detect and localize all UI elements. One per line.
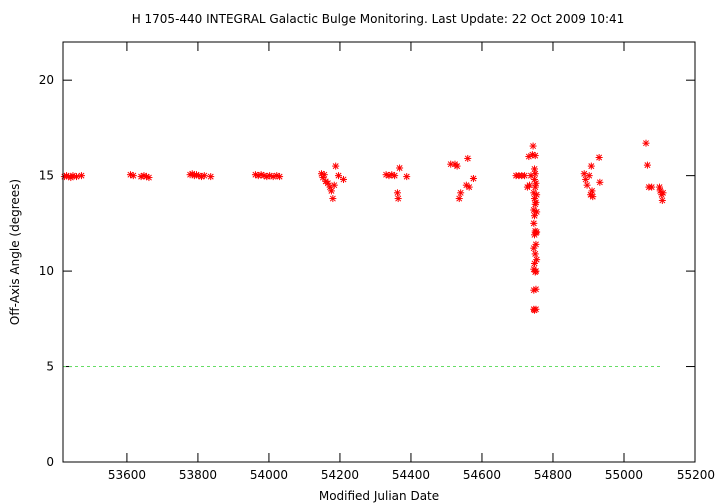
data-point-103 — [583, 181, 591, 189]
data-point-12 — [145, 174, 153, 182]
x-tick-label: 55200 — [677, 468, 715, 482]
data-point-79 — [531, 212, 539, 220]
data-point-71 — [530, 219, 538, 227]
data-point-114 — [648, 183, 656, 191]
x-tick-label: 54800 — [534, 468, 572, 482]
data-point-38 — [330, 181, 338, 189]
data-point-96 — [532, 305, 540, 313]
y-axis-title: Off-Axis Angle (degrees) — [8, 179, 22, 325]
data-point-6 — [77, 172, 85, 180]
data-point-52 — [453, 162, 461, 170]
data-point-90 — [532, 179, 540, 187]
data-point-49 — [403, 173, 411, 181]
data-point-70 — [530, 206, 538, 214]
x-axis-ticks: 53600 53800 54000 54200 54400 54600 54800 55000… — [108, 42, 715, 482]
data-point-40 — [335, 172, 343, 180]
data-point-62 — [521, 172, 529, 180]
data-point-68 — [529, 142, 537, 150]
data-point-32 — [320, 171, 328, 179]
data-point-20 — [207, 173, 215, 181]
y-tick-label: 20 — [39, 73, 54, 87]
data-point-53 — [455, 195, 463, 203]
data-point-106 — [587, 162, 595, 170]
data-point-98 — [533, 208, 541, 216]
data-point-56 — [464, 154, 472, 162]
y-axis-ticks: 0 5 10 15 20 — [39, 73, 695, 469]
data-point-58 — [469, 175, 477, 182]
data-point-104 — [585, 172, 593, 180]
data-points — [60, 139, 667, 314]
x-tick-label: 53600 — [108, 468, 146, 482]
data-point-36 — [327, 187, 335, 195]
data-point-48 — [396, 164, 404, 172]
data-point-110 — [596, 178, 604, 186]
data-point-19 — [200, 172, 208, 180]
data-point-46 — [393, 189, 401, 197]
data-point-107 — [588, 187, 596, 195]
data-point-95 — [532, 285, 540, 293]
chart-title: H 1705-440 INTEGRAL Galactic Bulge Monit… — [132, 12, 625, 26]
data-point-54 — [457, 189, 465, 197]
data-point-97 — [533, 191, 541, 199]
data-point-29 — [276, 173, 284, 181]
data-point-108 — [589, 193, 597, 201]
data-point-39 — [332, 162, 340, 170]
data-point-94 — [532, 267, 540, 275]
x-tick-label: 54000 — [250, 468, 288, 482]
data-point-119 — [659, 189, 667, 197]
data-point-111 — [642, 139, 650, 147]
x-axis-title: Modified Julian Date — [319, 489, 439, 503]
data-point-83 — [531, 152, 539, 160]
data-point-88 — [531, 250, 539, 258]
data-point-84 — [531, 170, 539, 178]
data-point-93 — [532, 240, 540, 248]
x-tick-label: 54400 — [392, 468, 430, 482]
x-tick-label: 55000 — [605, 468, 643, 482]
y-tick-label: 10 — [39, 264, 54, 278]
data-point-109 — [595, 154, 603, 161]
data-point-76 — [531, 165, 539, 173]
x-tick-label: 54600 — [463, 468, 501, 482]
data-point-5 — [72, 173, 80, 181]
data-point-24 — [260, 172, 268, 180]
data-point-100 — [533, 256, 541, 264]
y-tick-label: 5 — [46, 360, 54, 374]
data-point-99 — [533, 228, 541, 236]
data-point-112 — [643, 161, 651, 169]
data-point-37 — [329, 195, 337, 203]
data-point-118 — [658, 196, 666, 204]
y-tick-label: 15 — [39, 169, 54, 183]
y-tick-label: 0 — [46, 455, 54, 469]
data-point-57 — [465, 183, 473, 191]
x-tick-label: 54200 — [321, 468, 359, 482]
x-tick-label: 53800 — [179, 468, 217, 482]
data-point-47 — [394, 195, 402, 203]
data-point-8 — [129, 172, 137, 180]
plot-frame — [62, 41, 696, 463]
data-point-65 — [526, 181, 534, 189]
data-point-91 — [532, 198, 540, 206]
data-point-41 — [339, 175, 347, 183]
data-point-45 — [391, 172, 399, 180]
